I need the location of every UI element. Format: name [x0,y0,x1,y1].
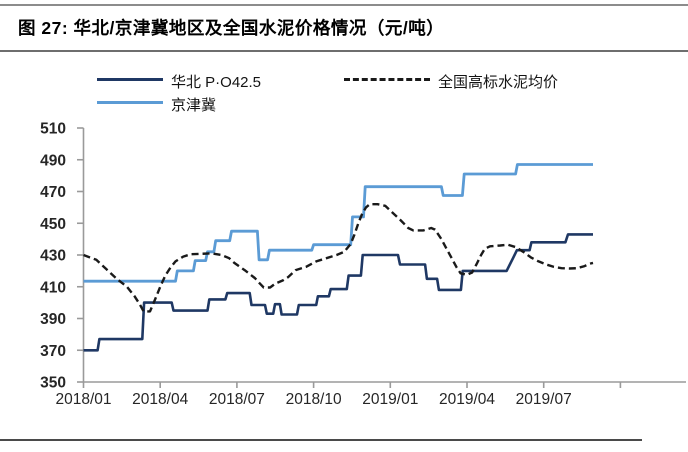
top-divider [0,4,688,6]
x-tick-label: 2019/01 [362,391,418,408]
y-tick-label: 350 [40,375,66,392]
series-line-0 [83,233,593,352]
x-tick-label: 2018/07 [209,391,265,408]
figure-title: 图 27: 华北/京津冀地区及全国水泥价格情况（元/吨） [18,18,445,38]
legend-swatch-jingjinji-line [97,101,163,104]
y-tick-label: 510 [40,121,66,138]
y-tick-label: 410 [40,279,66,296]
y-tick-label: 450 [40,216,66,233]
x-tick-label: 2018/04 [132,391,188,408]
y-tick-label: 430 [40,248,66,265]
x-tick-label: 2018/10 [286,391,342,408]
x-tick-label: 2018/01 [55,391,111,408]
x-tick-label: 2019/07 [516,391,572,408]
x-tick-label: 2019/04 [439,391,495,408]
series-line-1 [83,163,593,283]
y-tick-label: 470 [40,184,66,201]
bottom-divider [0,439,642,441]
title-divider [0,50,688,52]
legend-label-huabei: 华北 P·O42.5 [171,74,262,91]
series-line-2 [83,202,594,313]
y-tick-label: 390 [40,311,66,328]
y-tick-label: 490 [40,152,66,169]
y-tick-label: 370 [40,343,66,360]
legend-label-national: 全国高标水泥均价 [438,74,559,91]
legend-label-jingjinji: 京津冀 [171,97,217,114]
legend-swatch-national-dashed-line [344,78,430,81]
legend-swatch-huabei-line [97,78,163,81]
